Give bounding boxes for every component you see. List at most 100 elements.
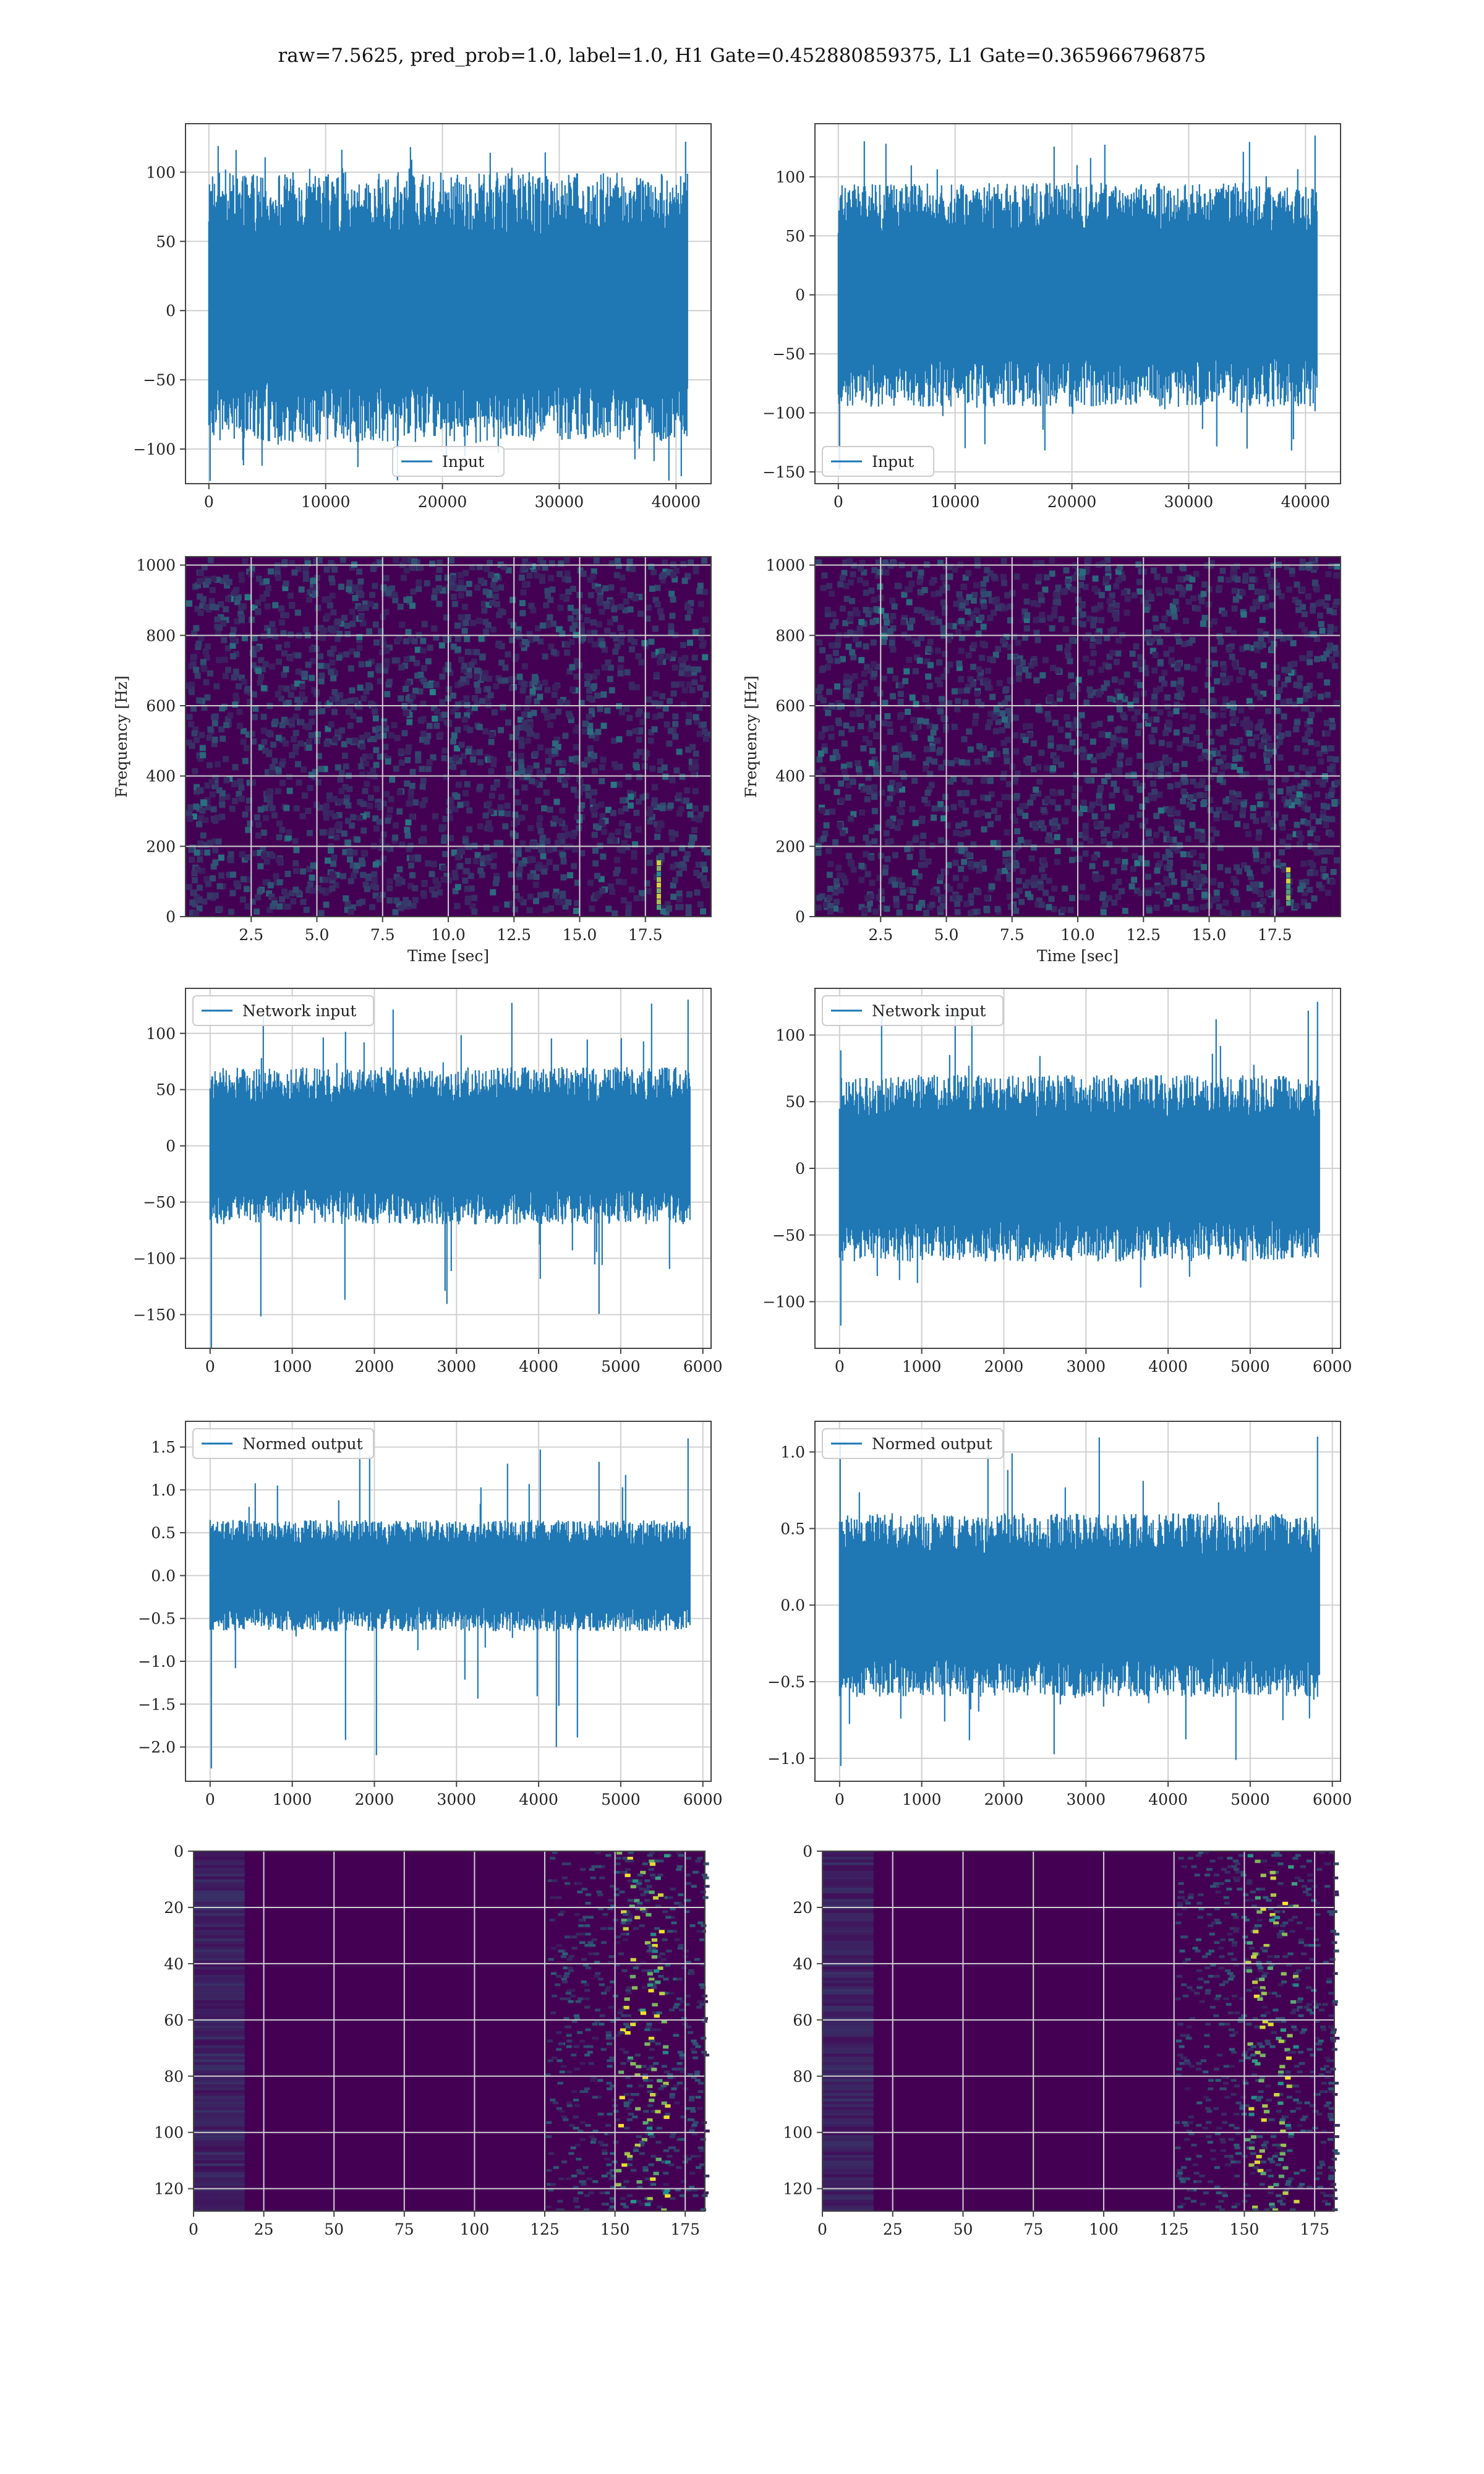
heatmap-cell <box>966 620 973 627</box>
heatmap-cell <box>260 713 267 720</box>
heatmap-cell <box>600 828 607 835</box>
heatmap-row <box>194 2155 245 2158</box>
y-tick-label: 50 <box>785 1093 805 1111</box>
heatmap-cell <box>487 826 493 833</box>
heatmap-cell <box>693 568 699 575</box>
heatmap-cell <box>1043 765 1050 772</box>
heatmap-cell <box>654 672 660 678</box>
heatmap-cell <box>372 892 379 899</box>
heatmap-cell <box>466 590 472 597</box>
heatmap-cell <box>994 875 1001 881</box>
heatmap-cell <box>216 883 223 889</box>
heatmap-cell <box>967 676 974 683</box>
heatmap-cell <box>1230 565 1237 571</box>
heatmap-cell <box>919 841 926 847</box>
heatmap-cell <box>198 635 205 641</box>
heatmap-cell <box>372 815 379 822</box>
heatmap-cell <box>1091 617 1098 623</box>
heatmap-cell <box>231 781 237 787</box>
heatmap-cell <box>1193 782 1200 789</box>
heatmap-cell <box>918 899 925 906</box>
heatmap-cell <box>1193 792 1200 799</box>
heatmap-cell <box>530 607 537 614</box>
event-cell <box>657 866 661 871</box>
heatmap-cell <box>376 818 383 825</box>
heatmap-cell <box>1270 909 1277 915</box>
heatmap-cell <box>357 684 364 691</box>
heatmap-cell <box>432 588 438 594</box>
heatmap-cell <box>1078 832 1085 839</box>
heatmap-cell <box>494 839 501 846</box>
heatmap-cell <box>276 903 283 910</box>
heatmap-cell <box>308 771 315 778</box>
heatmap-cell <box>550 649 557 656</box>
heatmap-cell <box>203 604 210 610</box>
heatmap-cell <box>276 820 283 827</box>
heatmap-cell <box>636 1882 642 1885</box>
heatmap-cell <box>1046 878 1052 884</box>
heatmap-cell <box>363 688 370 695</box>
heatmap-cell <box>473 674 480 680</box>
heatmap-cell <box>443 873 450 880</box>
heatmap-cell <box>420 665 427 672</box>
heatmap-cell <box>550 713 556 720</box>
heatmap-cell <box>657 608 664 615</box>
heatmap-cell <box>820 584 827 591</box>
heatmap-cell <box>1254 603 1261 610</box>
heatmap-cell <box>992 599 999 606</box>
heatmap-cell <box>936 659 943 666</box>
heatmap-cell <box>189 857 195 863</box>
heatmap-cell <box>1307 717 1313 724</box>
y-tick-label: −100 <box>133 440 176 458</box>
heatmap-cell <box>358 740 365 747</box>
heatmap-cell <box>962 574 969 581</box>
heatmap-cell <box>600 691 607 698</box>
heatmap-cell <box>244 854 251 861</box>
heatmap-cell <box>1301 779 1308 786</box>
heatmap-cell <box>429 886 435 893</box>
heatmap-cell <box>1038 884 1044 891</box>
heatmap-cell <box>628 682 635 688</box>
heatmap-cell <box>672 713 679 720</box>
heatmap-cell <box>1085 777 1092 784</box>
heatmap-cell <box>1208 836 1215 843</box>
heatmap-cell <box>670 571 677 578</box>
heatmap-cell <box>870 701 877 708</box>
x-tick-label: 3000 <box>1066 1358 1106 1376</box>
heatmap-cell <box>275 658 282 665</box>
heatmap-row <box>194 2107 245 2110</box>
heatmap-cell <box>1186 584 1193 591</box>
heatmap-cell <box>358 857 365 864</box>
heatmap-cell <box>1290 640 1297 646</box>
heatmap-cell <box>1158 740 1165 747</box>
heatmap-cell <box>1324 679 1331 686</box>
heatmap-cell <box>863 589 869 596</box>
heatmap-cell <box>1225 796 1232 803</box>
heatmap-cell <box>1285 730 1292 737</box>
heatmap-cell <box>1121 864 1128 871</box>
heatmap-cell <box>1181 880 1188 887</box>
heatmap-cell <box>1163 831 1170 837</box>
heatmap-cell <box>618 604 625 610</box>
heatmap-cell <box>1080 611 1086 618</box>
heatmap-cell <box>955 822 962 829</box>
heatmap-cell <box>245 826 252 833</box>
heatmap-cell <box>1007 794 1014 800</box>
heatmap-cell <box>1193 882 1200 889</box>
heatmap-cell <box>437 889 443 896</box>
heatmap-cell <box>1162 730 1169 737</box>
heatmap-cell <box>918 569 924 576</box>
heatmap-cell <box>1274 674 1281 681</box>
heatmap-cell <box>471 842 478 849</box>
heatmap-row <box>194 1896 245 1899</box>
heatmap-cell <box>292 730 299 737</box>
y-tick-label: −100 <box>762 404 805 422</box>
heatmap-cell <box>1014 828 1021 834</box>
heatmap-cell <box>688 764 695 771</box>
heatmap-cell <box>920 833 927 839</box>
heatmap-cell <box>700 721 707 728</box>
heatmap-cell <box>873 606 880 613</box>
heatmap-cell <box>1300 604 1307 610</box>
heatmap-cell <box>1086 753 1093 760</box>
heatmap-cell <box>519 610 526 617</box>
